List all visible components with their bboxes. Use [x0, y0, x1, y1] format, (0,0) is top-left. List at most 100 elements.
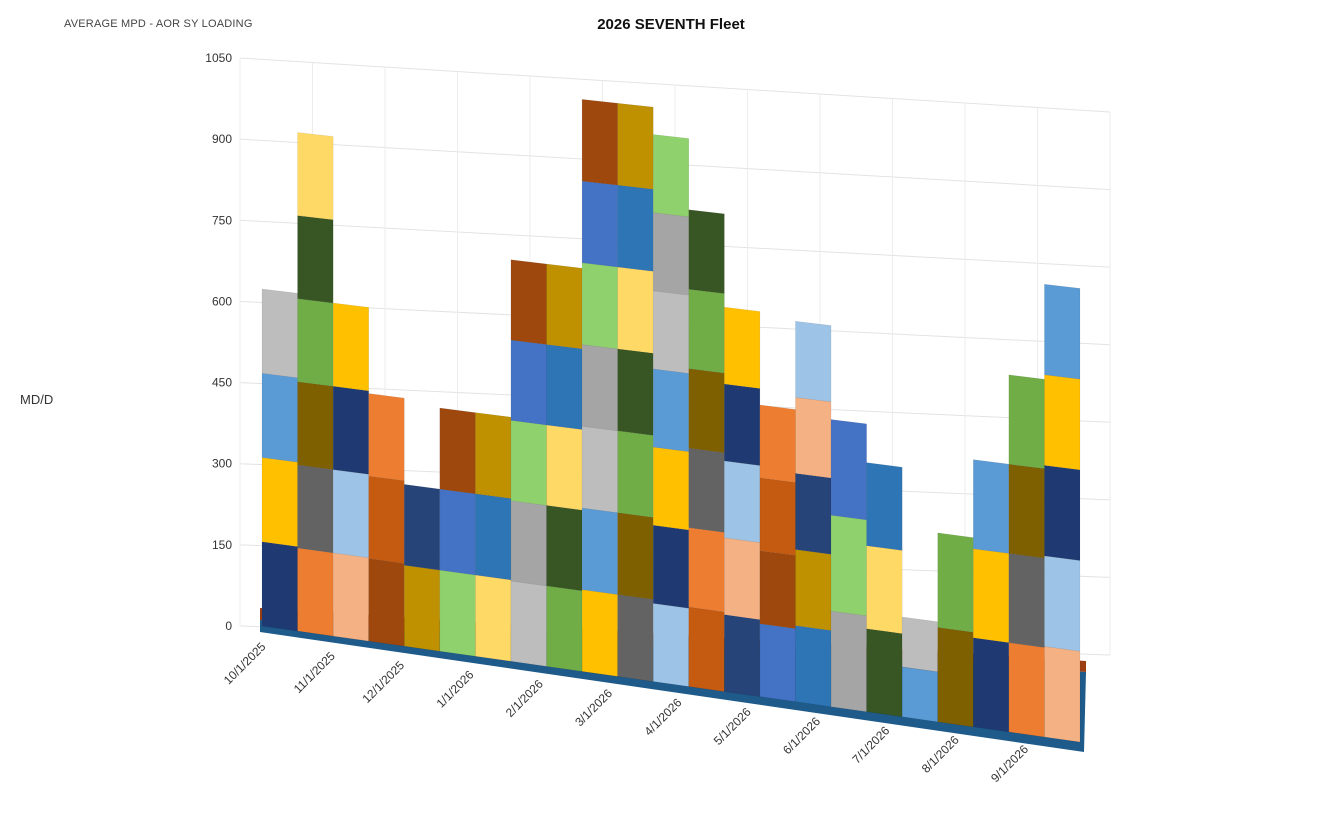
area-segment	[795, 549, 832, 631]
area-segment	[1044, 646, 1081, 743]
area-segment	[546, 344, 583, 430]
area-segment	[795, 320, 832, 403]
x-tick-label: 3/1/2026	[572, 686, 615, 729]
area-segment	[688, 606, 725, 692]
area-segment	[297, 132, 334, 221]
area-segment	[332, 469, 369, 558]
area-segment	[652, 212, 690, 296]
x-tick-label: 1/1/2026	[434, 667, 477, 710]
area-segment	[1044, 374, 1081, 471]
area-segment	[724, 460, 761, 543]
area-segment	[368, 475, 405, 564]
area-segment	[581, 425, 618, 513]
area-segment	[332, 302, 369, 392]
area-segment	[652, 290, 690, 374]
area-segment	[866, 462, 903, 551]
y-tick-label: 450	[212, 376, 232, 390]
area-segment	[759, 550, 796, 629]
area-segment	[617, 184, 654, 272]
area-segment	[332, 386, 369, 475]
area-segment	[332, 552, 369, 642]
area-segment	[581, 507, 618, 595]
area-segment	[973, 459, 1010, 554]
area-segment	[261, 288, 298, 379]
area-segment	[937, 532, 974, 633]
y-tick-label: 600	[212, 294, 232, 308]
area-segment	[759, 477, 796, 556]
area-segment	[617, 266, 654, 354]
area-segment	[617, 430, 654, 518]
area-segment	[759, 404, 796, 483]
area-segment	[973, 637, 1010, 733]
area-segment	[297, 381, 334, 470]
area-segment	[901, 666, 938, 723]
area-segment	[617, 102, 654, 190]
area-segment	[439, 569, 476, 657]
area-segment	[297, 547, 334, 637]
area-segment	[439, 488, 476, 576]
area-segment	[1008, 642, 1045, 738]
area-segment	[368, 558, 405, 647]
area-segment	[688, 447, 725, 533]
area-segment	[404, 564, 441, 652]
area-segment	[973, 548, 1010, 643]
area-segment	[368, 393, 405, 482]
area-segment	[724, 306, 761, 389]
area-segment	[901, 616, 938, 673]
area-segment	[581, 180, 618, 268]
y-tick-label: 0	[225, 619, 232, 633]
area-segment	[937, 627, 974, 728]
chart-title: 2026 SEVENTH Fleet	[597, 16, 745, 33]
area-segment	[617, 348, 654, 436]
area-segment	[617, 594, 654, 682]
area-segment	[297, 298, 334, 387]
area-segment	[297, 464, 334, 554]
area-segment	[724, 537, 761, 620]
area-segment	[546, 424, 583, 511]
area-segment	[1008, 463, 1045, 559]
area-segment	[475, 493, 512, 581]
x-tick-label: 10/1/2025	[221, 639, 269, 687]
area-segment	[724, 383, 761, 466]
area-segment	[1044, 465, 1081, 561]
area-segment	[866, 545, 903, 634]
area-segment	[581, 99, 618, 186]
area-segment	[546, 505, 583, 592]
x-tick-label: 8/1/2026	[919, 733, 962, 776]
area-segment	[652, 368, 690, 452]
area-segment	[830, 419, 867, 521]
area-segment	[510, 259, 547, 345]
area-segment	[581, 589, 618, 677]
x-tick-label: 9/1/2026	[988, 742, 1031, 785]
area-segment	[510, 420, 547, 506]
x-tick-label: 12/1/2025	[360, 658, 408, 706]
area-segment	[688, 527, 725, 613]
area-segment	[759, 623, 796, 702]
y-tick-label: 1050	[205, 51, 232, 65]
area-segment	[510, 500, 547, 587]
area-segment	[795, 397, 832, 479]
x-tick-label: 4/1/2026	[642, 695, 685, 738]
area-segment	[510, 580, 547, 667]
area-segment	[475, 412, 512, 499]
area-segment	[261, 457, 298, 547]
x-tick-label: 11/1/2025	[291, 649, 338, 696]
area-segment	[581, 262, 618, 350]
area-segment	[688, 209, 725, 294]
area-segment	[1008, 374, 1045, 469]
area-segment	[795, 625, 832, 707]
x-tick-label: 5/1/2026	[711, 705, 754, 748]
area-segment	[688, 288, 725, 374]
y-tick-label: 150	[212, 538, 232, 552]
corner-label: AVERAGE MPD - AOR SY LOADING	[64, 18, 253, 30]
area-segment	[439, 407, 476, 495]
area-segment	[830, 610, 867, 713]
area-segment	[724, 614, 761, 697]
area-segment	[404, 484, 441, 571]
area-segment	[261, 372, 298, 463]
mark-layer	[261, 99, 1081, 743]
area-segment	[652, 603, 690, 687]
area-segment	[795, 473, 832, 555]
area-segment	[652, 446, 690, 531]
